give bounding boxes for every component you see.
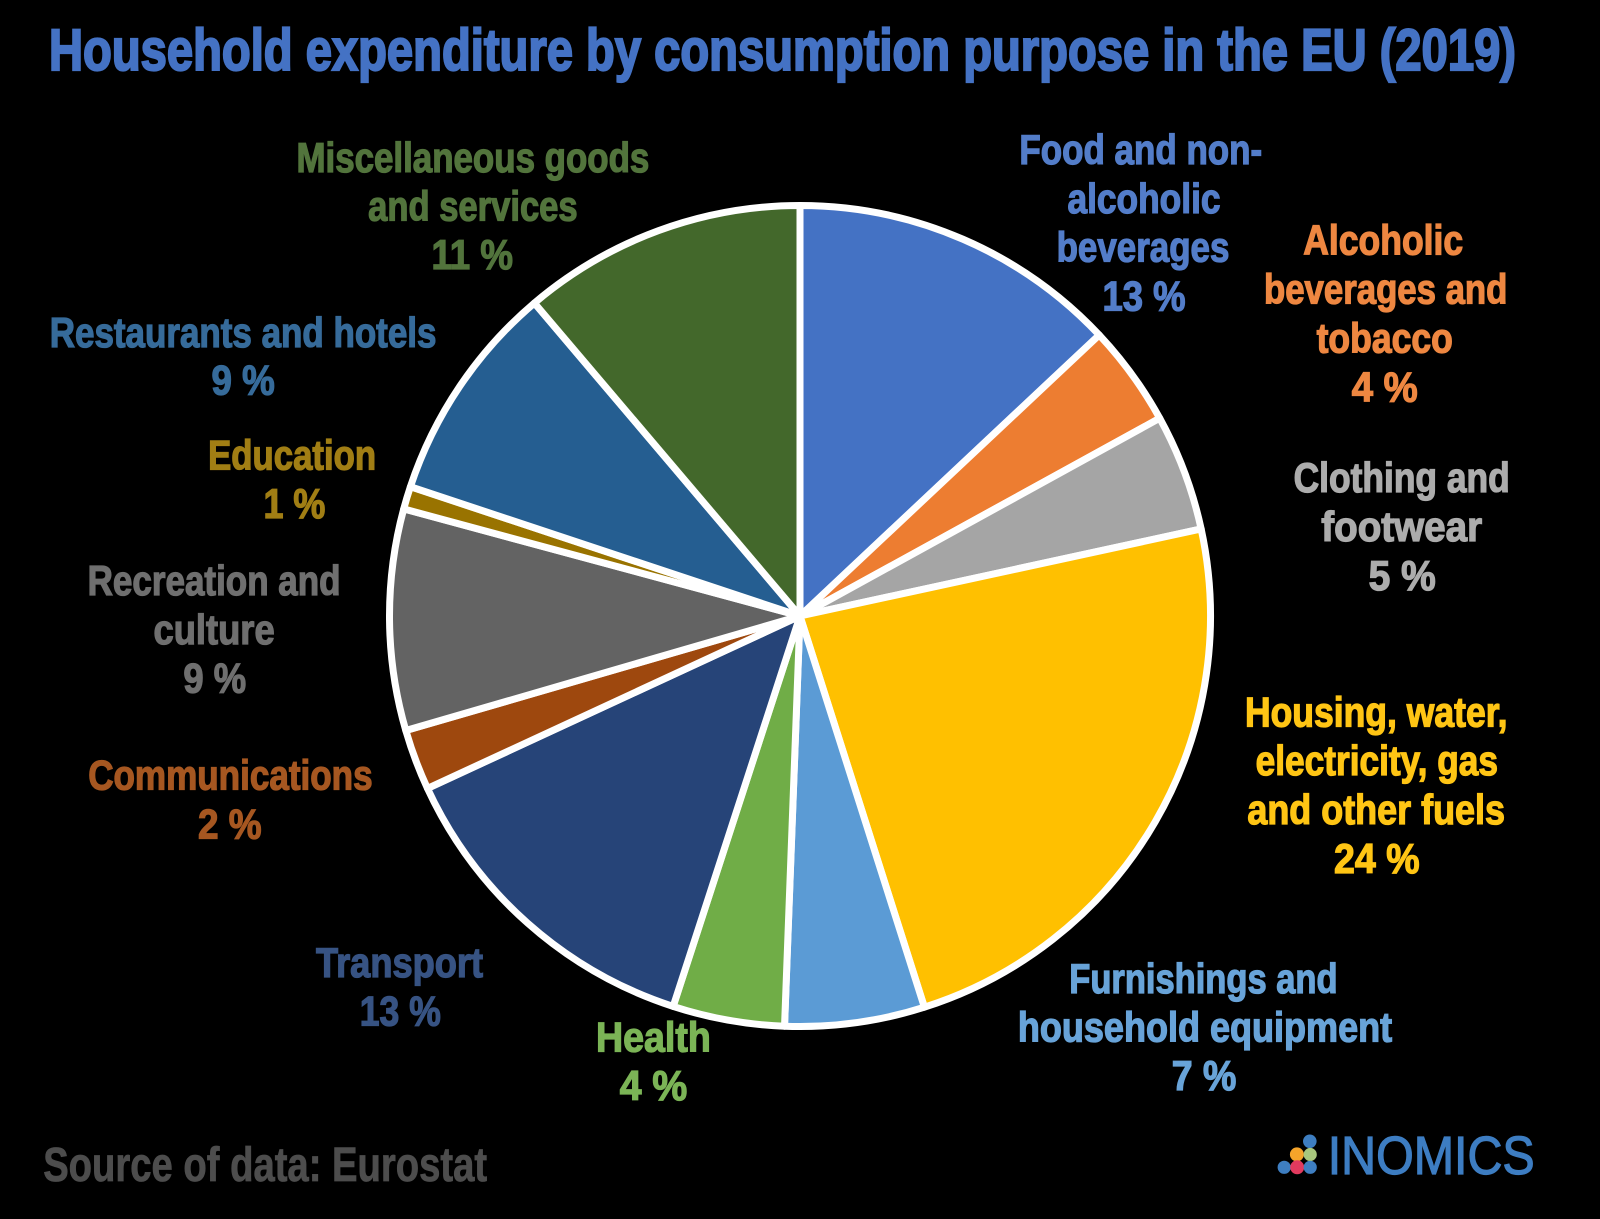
svg-text:Restaurants and hotels: Restaurants and hotels — [50, 309, 437, 356]
svg-text:Housing, water,: Housing, water, — [1245, 688, 1508, 735]
svg-text:and services: and services — [368, 183, 578, 230]
svg-text:Education: Education — [208, 432, 376, 479]
svg-text:4 %: 4 % — [1352, 363, 1418, 410]
svg-text:tobacco: tobacco — [1317, 314, 1453, 361]
svg-text:beverages: beverages — [1057, 224, 1230, 271]
svg-text:9 %: 9 % — [211, 357, 274, 404]
svg-text:7 %: 7 % — [1172, 1052, 1237, 1099]
svg-text:Food and non-: Food and non- — [1019, 126, 1262, 173]
svg-text:Health: Health — [596, 1014, 711, 1061]
svg-text:Clothing and: Clothing and — [1294, 454, 1510, 501]
svg-text:household equipment: household equipment — [1018, 1004, 1392, 1051]
svg-text:Miscellaneous goods: Miscellaneous goods — [296, 134, 649, 181]
svg-text:11 %: 11 % — [431, 231, 513, 278]
svg-text:culture: culture — [154, 606, 275, 653]
svg-text:alcoholic: alcoholic — [1067, 175, 1220, 222]
svg-text:24 %: 24 % — [1334, 835, 1420, 882]
svg-text:13 %: 13 % — [1102, 272, 1185, 319]
svg-text:4 %: 4 % — [620, 1062, 688, 1109]
svg-text:5 %: 5 % — [1369, 552, 1436, 599]
svg-text:2 %: 2 % — [198, 800, 262, 847]
svg-text:Furnishings and: Furnishings and — [1069, 955, 1337, 1002]
svg-text:1 %: 1 % — [263, 480, 325, 527]
svg-text:9 %: 9 % — [183, 655, 246, 702]
svg-text:Transport: Transport — [316, 939, 483, 986]
svg-text:13 %: 13 % — [360, 988, 441, 1035]
svg-text:and other fuels: and other fuels — [1247, 786, 1505, 833]
svg-text:Communications: Communications — [88, 752, 372, 799]
svg-text:beverages and: beverages and — [1264, 265, 1507, 312]
svg-text:Alcoholic: Alcoholic — [1303, 216, 1463, 263]
svg-text:footwear: footwear — [1321, 503, 1482, 550]
svg-text:INOMICS: INOMICS — [1328, 1126, 1535, 1186]
svg-text:electricity, gas: electricity, gas — [1256, 737, 1498, 784]
svg-text:Recreation and: Recreation and — [88, 557, 341, 604]
svg-text:Source of data: Eurostat: Source of data: Eurostat — [43, 1139, 487, 1192]
svg-text:Household expenditure by consu: Household expenditure by consumption pur… — [49, 18, 1516, 83]
